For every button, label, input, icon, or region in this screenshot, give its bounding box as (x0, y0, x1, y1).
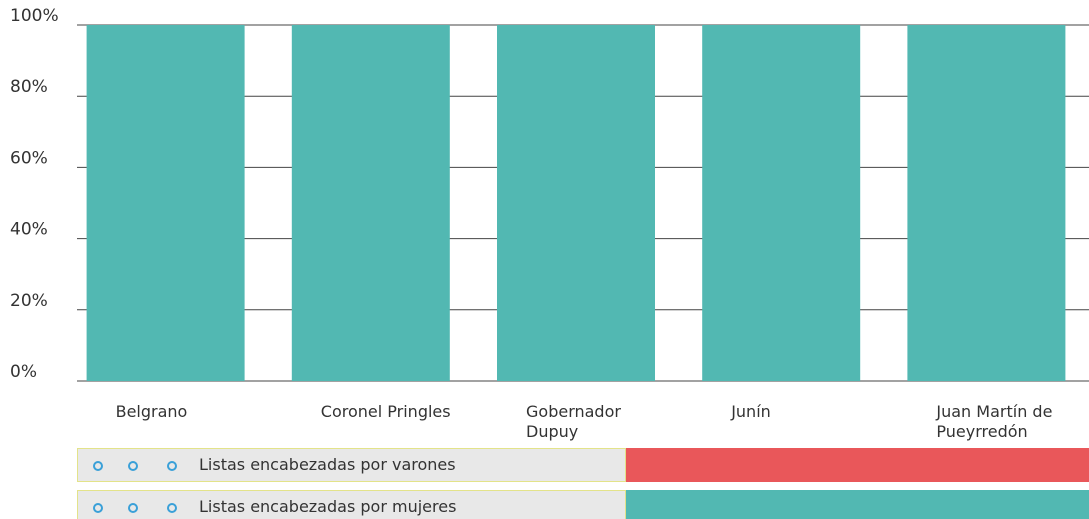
bar-segment (907, 25, 1066, 381)
legend-label: Listas encabezadas por mujeres (199, 497, 457, 516)
legend-dot (128, 503, 138, 513)
x-tick-label: Belgrano (115, 402, 188, 421)
legend-item: Listas encabezadas por varones (77, 448, 1089, 482)
bar-segment (291, 25, 450, 381)
y-tick-label: 40% (10, 220, 48, 240)
bar-segment (497, 25, 655, 381)
legend-swatch (626, 490, 1089, 519)
x-tick-label: Gobernador Dupuy (526, 402, 621, 441)
y-tick-label: 0% (10, 362, 37, 382)
y-tick-label: 80% (10, 77, 48, 97)
y-tick-label: 60% (10, 148, 48, 168)
bar-segment (86, 25, 245, 381)
legend-dot (93, 461, 103, 471)
legend-dot (167, 461, 177, 471)
legend-dot (167, 503, 177, 513)
legend-swatch (626, 448, 1089, 482)
legend-dot (93, 503, 103, 513)
legend-dot (128, 461, 138, 471)
y-tick-label: 100% (10, 6, 59, 26)
legend-label: Listas encabezadas por varones (199, 455, 456, 474)
y-tick-label: 20% (10, 291, 48, 311)
legend-item: Listas encabezadas por mujeres (77, 490, 1089, 519)
x-tick-label: Juan Martín de Pueyrredón (936, 402, 1053, 441)
legend-box (77, 490, 626, 519)
x-tick-label: Junín (731, 402, 771, 421)
bar-segment (702, 25, 861, 381)
x-tick-label: Coronel Pringles (320, 402, 451, 421)
